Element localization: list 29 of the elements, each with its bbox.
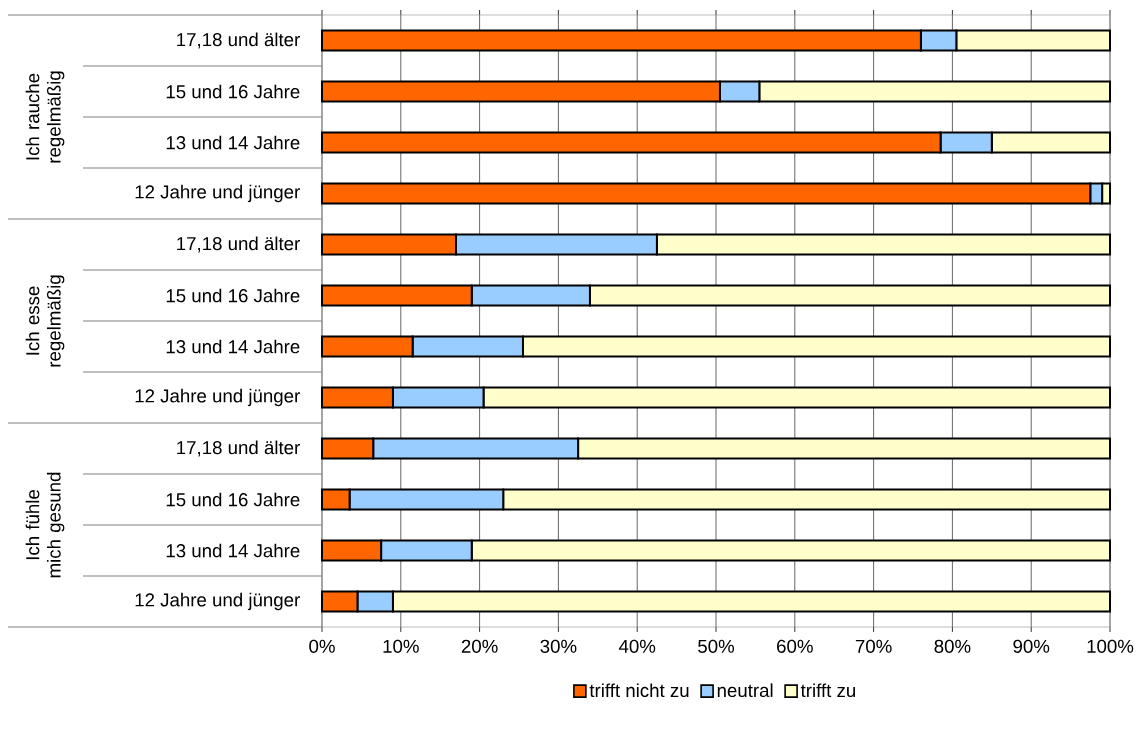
x-tick-label: 20% xyxy=(461,639,498,653)
y-tick-label: 17,18 und älter xyxy=(177,440,300,457)
x-tick-label: 70% xyxy=(855,639,892,653)
x-tick-label: 100% xyxy=(1087,639,1134,653)
text: Ich esse regelmäßig xyxy=(25,275,65,367)
y-tick-label: 13 und 14 Jahre xyxy=(166,339,300,354)
legend-label: trifft nicht zu xyxy=(589,683,689,698)
y-tick-label: 15 und 16 Jahre xyxy=(166,288,300,303)
y-tick-label: 15 und 16 Jahre xyxy=(166,492,300,507)
x-tick-label: 30% xyxy=(540,639,577,653)
legend-label: trifft zu xyxy=(800,683,856,698)
x-tick-label: 0% xyxy=(309,639,335,653)
x-tick-label: 40% xyxy=(618,639,656,653)
text: Ich rauche regelmäßig xyxy=(25,71,65,163)
y-tick-label: 17,18 und älter xyxy=(177,236,300,253)
legend-label: neutral xyxy=(717,683,773,698)
y-tick-label: 13 und 14 Jahre xyxy=(166,543,300,558)
text: Ich fühle mich gesund xyxy=(25,472,65,578)
x-tick-label: 90% xyxy=(1013,639,1050,653)
x-tick-label: 10% xyxy=(383,639,419,653)
y-tick-label: 12 Jahre und jünger xyxy=(135,184,300,203)
y-tick-label: 17,18 und älter xyxy=(177,32,300,49)
x-tick-label: 50% xyxy=(698,639,735,653)
x-tick-label: 80% xyxy=(934,639,971,653)
y-tick-label: 13 und 14 Jahre xyxy=(166,135,300,150)
y-tick-label: 15 und 16 Jahre xyxy=(166,84,300,99)
y-tick-label: 12 Jahre und jünger xyxy=(135,592,300,611)
y-tick-label: 12 Jahre und jünger xyxy=(135,388,300,407)
x-tick-label: 60% xyxy=(777,639,813,653)
